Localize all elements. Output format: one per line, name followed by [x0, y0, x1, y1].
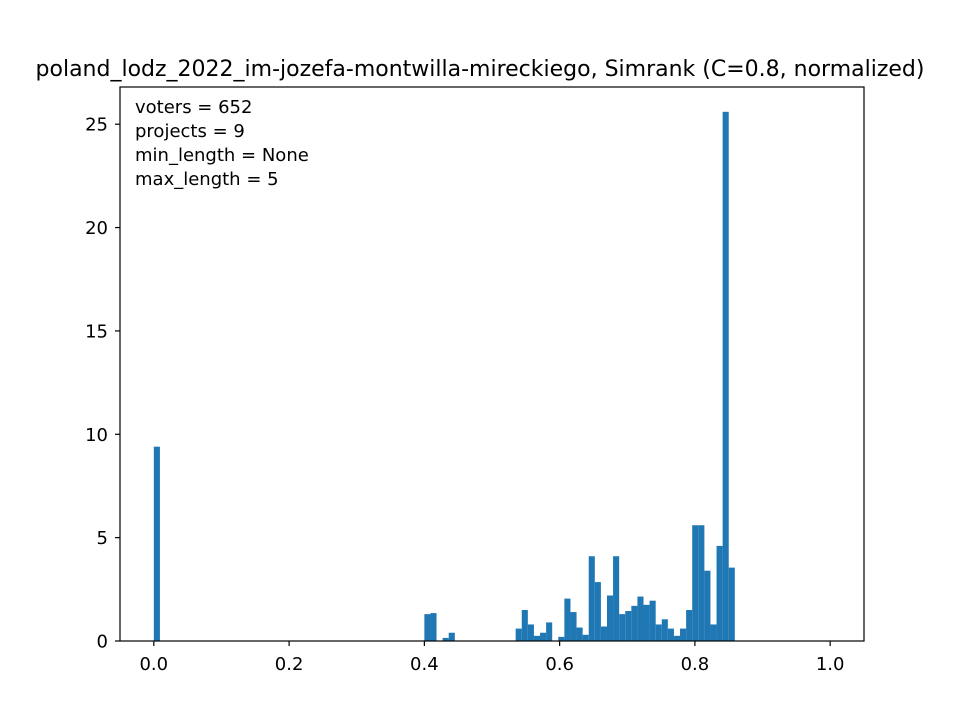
- histogram-bar: [728, 567, 735, 641]
- y-tick-label: 5: [97, 528, 108, 549]
- y-tick-label: 20: [85, 218, 108, 239]
- histogram-bar: [637, 596, 644, 641]
- histogram-bar: [698, 525, 705, 641]
- histogram-bar: [521, 609, 528, 641]
- plot-frame: [119, 86, 865, 642]
- x-tick-label: 0.2: [275, 654, 304, 675]
- histogram-bar: [430, 613, 437, 641]
- histogram-bar: [613, 556, 620, 641]
- histogram-bar: [527, 624, 534, 641]
- histogram-bar: [540, 632, 547, 641]
- histogram-bar: [722, 111, 729, 641]
- histogram-bars: [153, 111, 735, 641]
- histogram-bar: [655, 624, 662, 641]
- histogram-bar: [570, 612, 577, 641]
- stats-annotation-line: max_length = 5: [135, 169, 279, 190]
- histogram-bar: [631, 605, 638, 641]
- histogram-bar: [546, 622, 553, 641]
- histogram-bar: [649, 600, 656, 641]
- y-tick-label: 15: [85, 321, 108, 342]
- chart-title: poland_lodz_2022_im-jozefa-montwilla-mir…: [36, 57, 925, 82]
- histogram-bar: [588, 556, 595, 641]
- x-tick-label: 0.0: [139, 654, 168, 675]
- stats-annotation-line: min_length = None: [135, 145, 309, 166]
- histogram-bar: [582, 634, 589, 641]
- x-tick-label: 0.4: [410, 654, 439, 675]
- histogram-bar: [704, 570, 711, 641]
- x-tick-label: 1.0: [816, 654, 845, 675]
- histogram-bar: [673, 635, 681, 641]
- stats-annotation-line: projects = 9: [135, 121, 245, 142]
- histogram-bar: [594, 582, 601, 641]
- y-tick-label: 25: [85, 115, 108, 136]
- histogram-bar: [424, 614, 431, 641]
- y-tick-label: 10: [85, 425, 108, 446]
- stats-annotations: voters = 652 projects = 9 min_length = Non…: [135, 97, 309, 190]
- y-tick-label: 0: [97, 632, 108, 653]
- histogram-bar: [692, 525, 699, 641]
- histogram-bar: [442, 637, 449, 641]
- histogram-bar: [606, 595, 614, 641]
- histogram-bar: [710, 624, 717, 641]
- histogram-bar: [576, 627, 583, 641]
- histogram-bar: [515, 628, 522, 641]
- histogram-bar: [600, 626, 607, 641]
- histogram-bar: [533, 635, 541, 641]
- histogram-bar: [564, 598, 571, 641]
- histogram-bar: [558, 636, 565, 641]
- histogram-bar: [667, 628, 674, 641]
- histogram-bar: [661, 619, 668, 641]
- histogram-bar: [625, 611, 632, 641]
- histogram-bar: [153, 446, 160, 641]
- x-axis: 0.0 0.2 0.4 0.6 0.8 1.0: [139, 641, 845, 675]
- histogram-bar: [686, 609, 693, 641]
- histogram-bar: [716, 545, 723, 641]
- histogram-bar: [680, 628, 687, 641]
- histogram-bar: [619, 614, 626, 641]
- y-axis: 0 5 10 15 20 25: [85, 115, 120, 653]
- x-tick-label: 0.8: [681, 654, 710, 675]
- stats-annotation-line: voters = 652: [135, 97, 252, 118]
- histogram-bar: [448, 632, 455, 641]
- x-tick-label: 0.6: [545, 654, 574, 675]
- histogram-bar: [643, 604, 650, 641]
